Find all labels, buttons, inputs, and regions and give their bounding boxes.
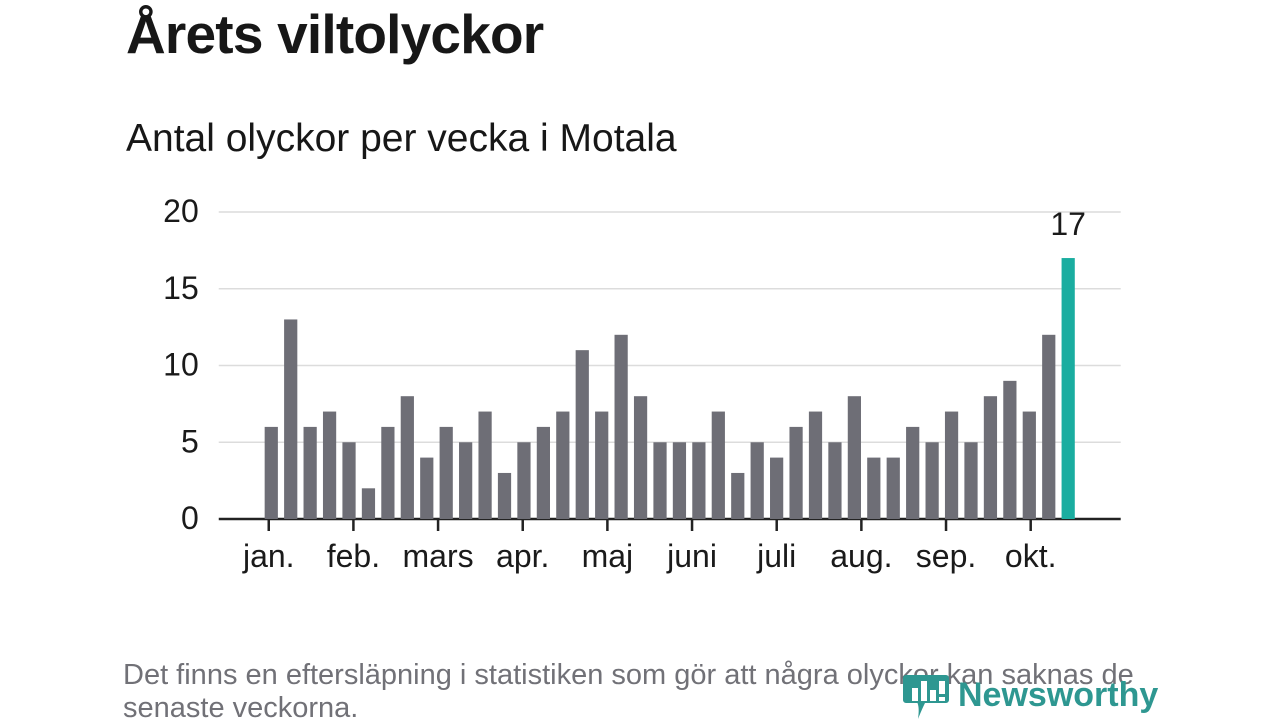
svg-text:Newsworthy: Newsworthy (958, 676, 1158, 714)
svg-text:10: 10 (163, 347, 199, 383)
svg-text:aug.: aug. (830, 538, 892, 574)
svg-text:17: 17 (1050, 206, 1086, 242)
svg-text:5: 5 (181, 423, 199, 459)
svg-text:feb.: feb. (327, 538, 380, 574)
svg-text:mars: mars (403, 538, 474, 574)
svg-text:20: 20 (163, 193, 199, 229)
svg-text:15: 15 (163, 270, 199, 306)
svg-text:maj: maj (582, 538, 634, 574)
svg-text:okt.: okt. (1005, 538, 1057, 574)
svg-text:jan.: jan. (242, 538, 295, 574)
svg-text:0: 0 (181, 500, 199, 536)
svg-text:juli: juli (756, 538, 796, 574)
svg-text:juni: juni (666, 538, 717, 574)
svg-text:apr.: apr. (496, 538, 549, 574)
svg-text:sep.: sep. (916, 538, 976, 574)
